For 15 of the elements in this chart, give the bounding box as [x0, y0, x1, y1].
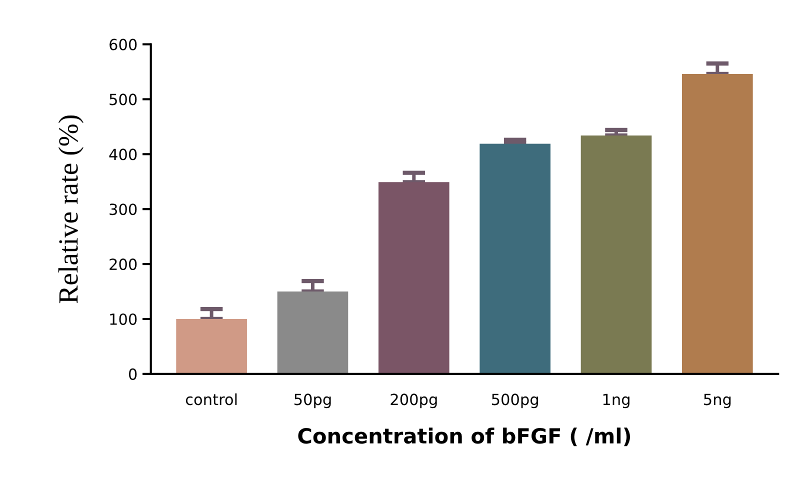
- y-tick-label: 600: [110, 38, 137, 50]
- x-tick-label: 500pg: [492, 394, 538, 408]
- x-tick-label: 50pg: [294, 394, 331, 408]
- y-tick-label: 100: [110, 313, 137, 325]
- y-axis-title: Relative rate (%): [58, 115, 84, 304]
- x-tick-label: control: [186, 393, 237, 406]
- y-tick-label: 0: [128, 368, 137, 380]
- x-tick-label: 5ng: [704, 394, 731, 408]
- x-axis-title: Concentration of bFGF ( /ml): [298, 428, 630, 446]
- y-tick-label: 400: [109, 148, 137, 160]
- y-tick-label: 200: [110, 258, 137, 270]
- y-tick-label: 300: [110, 204, 137, 216]
- x-tick-label: 200pg: [390, 394, 437, 408]
- x-tick-label: 1ng: [603, 394, 630, 408]
- y-tick-label: 500: [110, 94, 137, 106]
